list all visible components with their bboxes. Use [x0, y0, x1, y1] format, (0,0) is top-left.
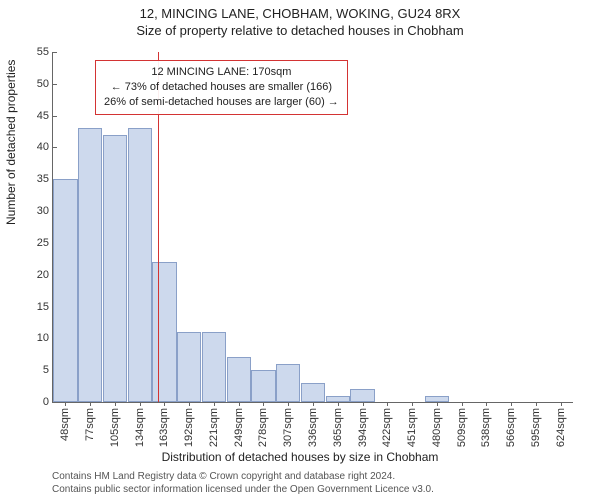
- y-tick: 40: [19, 141, 53, 153]
- histogram-bar: [177, 332, 201, 402]
- x-tick-mark: [486, 402, 487, 406]
- y-tick: 10: [19, 332, 53, 344]
- x-tick: 192sqm: [183, 406, 195, 447]
- x-tick: 624sqm: [555, 406, 567, 447]
- x-tick-mark: [140, 402, 141, 406]
- x-tick: 249sqm: [233, 406, 245, 447]
- x-axis-label: Distribution of detached houses by size …: [0, 450, 600, 464]
- x-tick: 221sqm: [208, 406, 220, 447]
- chart-title-block: 12, MINCING LANE, CHOBHAM, WOKING, GU24 …: [0, 0, 600, 38]
- x-tick: 278sqm: [257, 406, 269, 447]
- x-tick-mark: [387, 402, 388, 406]
- histogram-bar: [128, 128, 152, 402]
- histogram-bar: [103, 135, 127, 402]
- annot-line1: 12 MINCING LANE: 170sqm: [104, 65, 339, 80]
- x-tick: 538sqm: [480, 406, 492, 447]
- x-tick-mark: [65, 402, 66, 406]
- y-tick: 20: [19, 269, 53, 281]
- annot-line3: 26% of semi-detached houses are larger (…: [104, 95, 339, 110]
- plot-wrap: 051015202530354045505548sqm77sqm105sqm13…: [52, 52, 572, 402]
- histogram-bar: [276, 364, 300, 402]
- title-line1: 12, MINCING LANE, CHOBHAM, WOKING, GU24 …: [0, 6, 600, 21]
- plot-area: 051015202530354045505548sqm77sqm105sqm13…: [52, 52, 573, 403]
- x-tick: 307sqm: [282, 406, 294, 447]
- x-tick-mark: [412, 402, 413, 406]
- y-tick: 15: [19, 301, 53, 313]
- x-tick-mark: [338, 402, 339, 406]
- footer-line1: Contains HM Land Registry data © Crown c…: [52, 470, 590, 483]
- x-tick-mark: [239, 402, 240, 406]
- histogram-bar: [78, 128, 102, 402]
- x-tick-mark: [214, 402, 215, 406]
- x-tick: 134sqm: [134, 406, 146, 447]
- footer-line2: Contains public sector information licen…: [52, 483, 590, 496]
- x-tick-mark: [462, 402, 463, 406]
- x-tick: 595sqm: [530, 406, 542, 447]
- x-tick-mark: [115, 402, 116, 406]
- x-tick: 422sqm: [381, 406, 393, 447]
- x-tick: 163sqm: [158, 406, 170, 447]
- x-tick-mark: [164, 402, 165, 406]
- x-tick: 509sqm: [456, 406, 468, 447]
- x-tick-mark: [313, 402, 314, 406]
- x-tick-mark: [288, 402, 289, 406]
- annotation-box: 12 MINCING LANE: 170sqm← 73% of detached…: [95, 60, 348, 115]
- x-tick-mark: [437, 402, 438, 406]
- y-axis-label: Number of detached properties: [4, 60, 18, 225]
- footer: Contains HM Land Registry data © Crown c…: [52, 470, 590, 496]
- x-tick: 105sqm: [109, 406, 121, 447]
- x-tick: 566sqm: [505, 406, 517, 447]
- annot-line2: ← 73% of detached houses are smaller (16…: [104, 80, 339, 95]
- x-tick-mark: [363, 402, 364, 406]
- x-tick: 394sqm: [357, 406, 369, 447]
- y-tick: 45: [19, 110, 53, 122]
- x-tick-mark: [561, 402, 562, 406]
- x-tick-mark: [511, 402, 512, 406]
- y-tick: 35: [19, 173, 53, 185]
- x-tick-mark: [536, 402, 537, 406]
- histogram-bar: [202, 332, 226, 402]
- x-tick: 451sqm: [406, 406, 418, 447]
- x-tick: 480sqm: [431, 406, 443, 447]
- x-tick-mark: [189, 402, 190, 406]
- x-tick: 365sqm: [332, 406, 344, 447]
- x-tick: 48sqm: [59, 406, 71, 441]
- x-tick-mark: [90, 402, 91, 406]
- histogram-bar: [251, 370, 275, 402]
- y-tick: 25: [19, 237, 53, 249]
- y-tick: 30: [19, 205, 53, 217]
- title-line2: Size of property relative to detached ho…: [0, 23, 600, 38]
- x-tick: 77sqm: [84, 406, 96, 441]
- histogram-bar: [152, 262, 176, 402]
- histogram-bar: [227, 357, 251, 402]
- x-tick-mark: [263, 402, 264, 406]
- histogram-bar: [301, 383, 325, 402]
- histogram-bar: [53, 179, 77, 402]
- x-tick: 336sqm: [307, 406, 319, 447]
- y-tick: 50: [19, 78, 53, 90]
- y-tick: 0: [19, 396, 53, 408]
- histogram-bar: [350, 389, 374, 402]
- y-tick: 55: [19, 46, 53, 58]
- y-tick: 5: [19, 364, 53, 376]
